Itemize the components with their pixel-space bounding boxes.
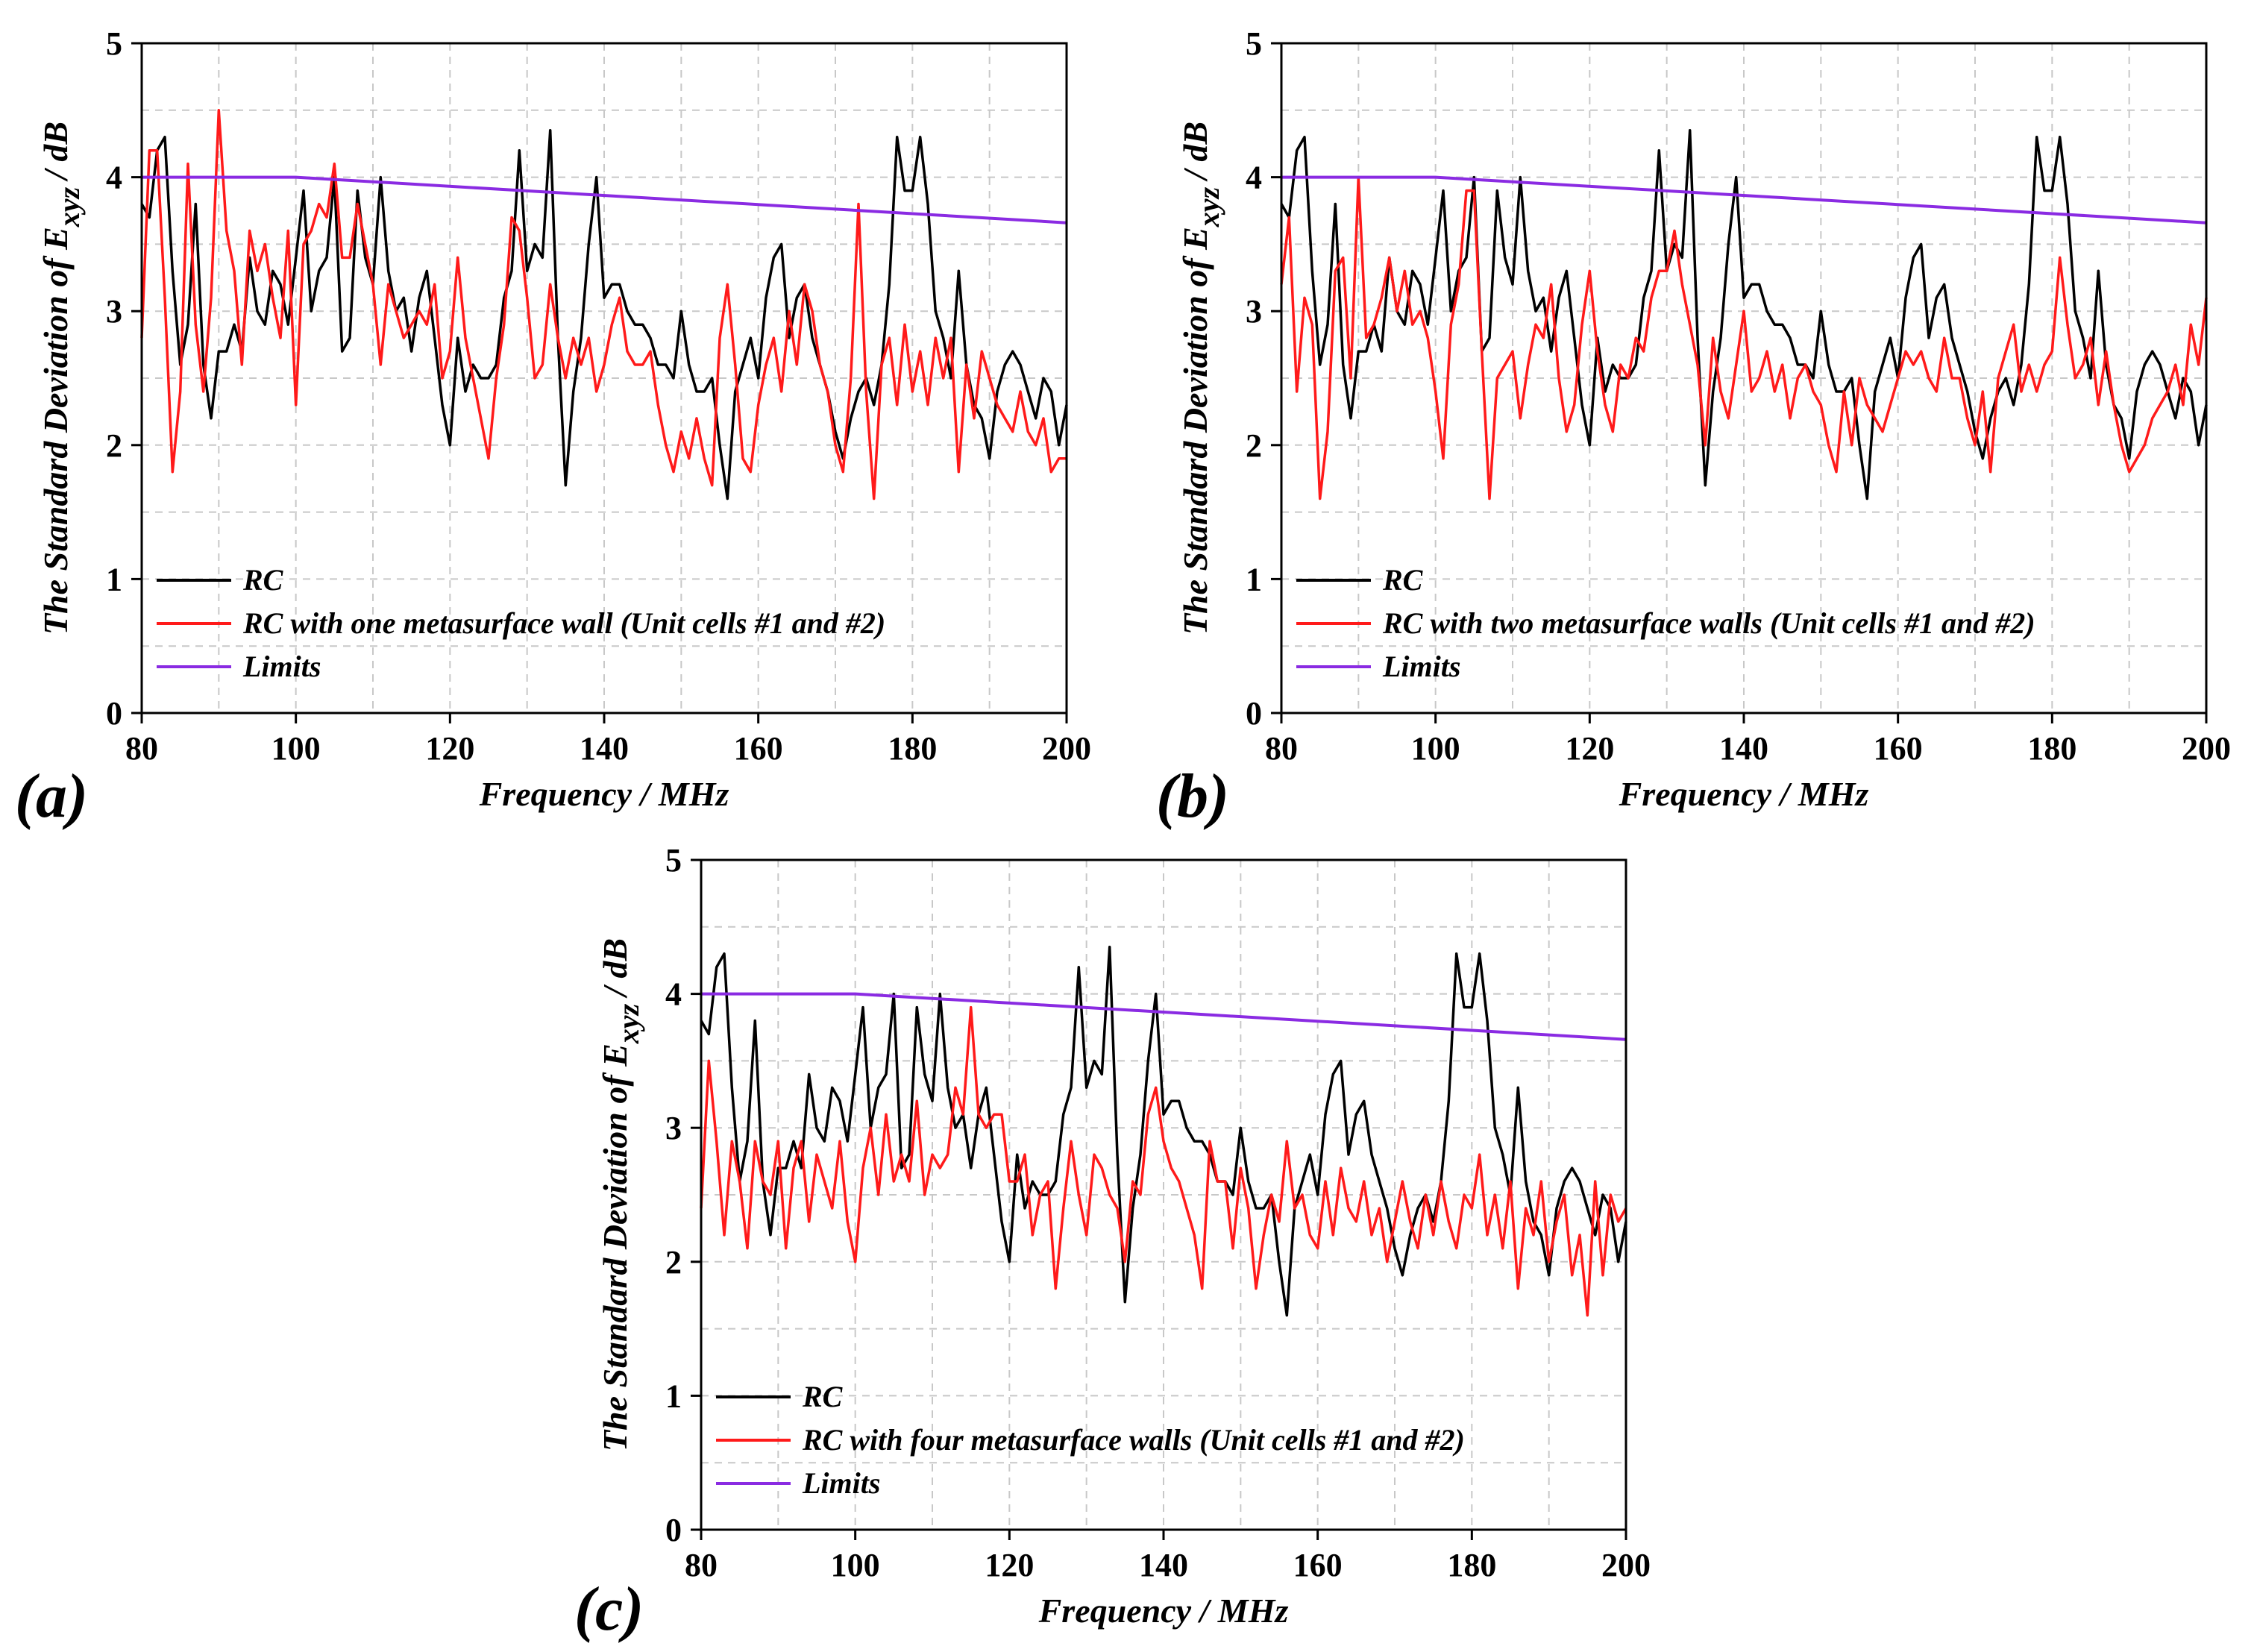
y-tick-label: 3 — [106, 293, 122, 330]
y-axis-title-unit: / dB — [1176, 122, 1214, 182]
x-tick-label: 180 — [1447, 1547, 1496, 1583]
y-axis-title-main: The Standard Deviation of E — [37, 227, 75, 635]
legend-label: RC — [802, 1380, 844, 1413]
legend: RC RC with four metasurface walls (Unit c… — [716, 1380, 1465, 1500]
x-tick-label: 100 — [1411, 730, 1460, 767]
x-tick-label: 80 — [1265, 730, 1298, 767]
chart-panel-1: 80 100 120 140 160 180 200 0 1 2 3 4 5 Frequency / MH… — [15, 25, 1091, 831]
chart-panel-3: 80 100 120 140 160 180 200 0 1 2 3 4 5 Frequency / MH… — [574, 842, 1651, 1644]
x-tick-label: 100 — [271, 730, 321, 767]
y-tick-label: 0 — [1246, 695, 1262, 732]
y-tick-label: 1 — [1246, 561, 1262, 597]
legend-label: RC with two metasurface walls (Unit cell… — [1382, 606, 2035, 640]
x-tick-label: 200 — [1042, 730, 1091, 767]
legend-label: RC with four metasurface walls (Unit cel… — [802, 1423, 1465, 1457]
y-tick-label: 1 — [106, 561, 122, 597]
panel-label: (a) — [15, 761, 88, 831]
x-axis-title: Frequency / MHz — [1038, 1592, 1289, 1630]
y-axis-title: The Standard Deviation of Exyz / dB — [37, 122, 86, 635]
series-line-metasurface — [140, 109, 1067, 500]
x-tick-label: 120 — [985, 1547, 1034, 1583]
x-tick-label: 120 — [1565, 730, 1614, 767]
y-axis-title-unit: / dB — [596, 938, 634, 999]
x-axis-title: Frequency / MHz — [1619, 775, 1869, 813]
y-tick-label: 4 — [1246, 160, 1262, 196]
x-tick-label: 80 — [125, 730, 158, 767]
legend-label: RC — [1382, 563, 1424, 597]
x-tick-label: 160 — [734, 730, 783, 767]
x-tick-label: 200 — [1601, 1547, 1651, 1583]
x-tick-label: 160 — [1874, 730, 1923, 767]
x-tick-label: 140 — [1139, 1547, 1188, 1583]
y-tick-label: 4 — [106, 160, 122, 196]
series-line-rc — [1280, 128, 2208, 500]
y-axis-title-subscript: xyz — [1192, 186, 1225, 227]
y-tick-label: 5 — [1246, 25, 1262, 62]
panel-label: (b) — [1156, 761, 1229, 831]
x-tick-label: 160 — [1293, 1547, 1343, 1583]
y-axis-title-unit: / dB — [37, 122, 75, 182]
x-tick-label: 120 — [425, 730, 474, 767]
y-axis-title-subscript: xyz — [612, 1003, 645, 1044]
y-axis-title-subscript: xyz — [52, 186, 86, 227]
series-line-rc — [700, 945, 1627, 1317]
series-line-rc — [140, 128, 1068, 500]
x-tick-label: 80 — [685, 1547, 718, 1583]
x-tick-label: 180 — [2027, 730, 2076, 767]
x-tick-label: 200 — [2182, 730, 2231, 767]
y-tick-label: 3 — [1246, 293, 1262, 330]
y-tick-label: 1 — [665, 1378, 682, 1414]
x-tick-label: 180 — [888, 730, 937, 767]
y-tick-label: 2 — [665, 1244, 682, 1281]
series-line-metasurface — [700, 1005, 1627, 1317]
series-line-limits — [1281, 175, 2207, 224]
y-axis-title-main: The Standard Deviation of E — [596, 1043, 634, 1451]
y-tick-label: 4 — [665, 976, 682, 1013]
y-tick-label: 2 — [106, 427, 122, 464]
y-tick-label: 5 — [665, 842, 682, 879]
y-tick-label: 0 — [106, 695, 122, 732]
legend-label: RC with one metasurface wall (Unit cells… — [242, 606, 885, 640]
y-axis-title: The Standard Deviation of Exyz / dB — [596, 938, 645, 1451]
legend: RC RC with two metasurface walls (Unit ce… — [1296, 563, 2035, 683]
series-line-limits — [142, 175, 1067, 224]
y-axis-title-main: The Standard Deviation of E — [1176, 227, 1214, 635]
y-tick-label: 2 — [1246, 427, 1262, 464]
panel-label: (c) — [574, 1574, 644, 1644]
x-axis-title: Frequency / MHz — [479, 775, 729, 813]
x-tick-label: 100 — [831, 1547, 880, 1583]
y-tick-label: 3 — [665, 1110, 682, 1146]
x-tick-label: 140 — [1719, 730, 1768, 767]
y-tick-label: 5 — [106, 25, 122, 62]
series-line-limits — [701, 992, 1627, 1041]
legend-label: RC — [242, 563, 284, 597]
legend-label: Limits — [802, 1466, 880, 1500]
series-line-metasurface — [1280, 175, 2208, 500]
legend-label: Limits — [242, 650, 321, 683]
chart-panel-2: 80 100 120 140 160 180 200 0 1 2 3 4 5 Frequency / MH… — [1156, 25, 2231, 831]
x-tick-label: 140 — [580, 730, 629, 767]
legend: RC RC with one metasurface wall (Unit cel… — [157, 563, 885, 683]
y-tick-label: 0 — [665, 1512, 682, 1548]
legend-label: Limits — [1382, 650, 1460, 683]
y-axis-title: The Standard Deviation of Exyz / dB — [1176, 122, 1225, 635]
